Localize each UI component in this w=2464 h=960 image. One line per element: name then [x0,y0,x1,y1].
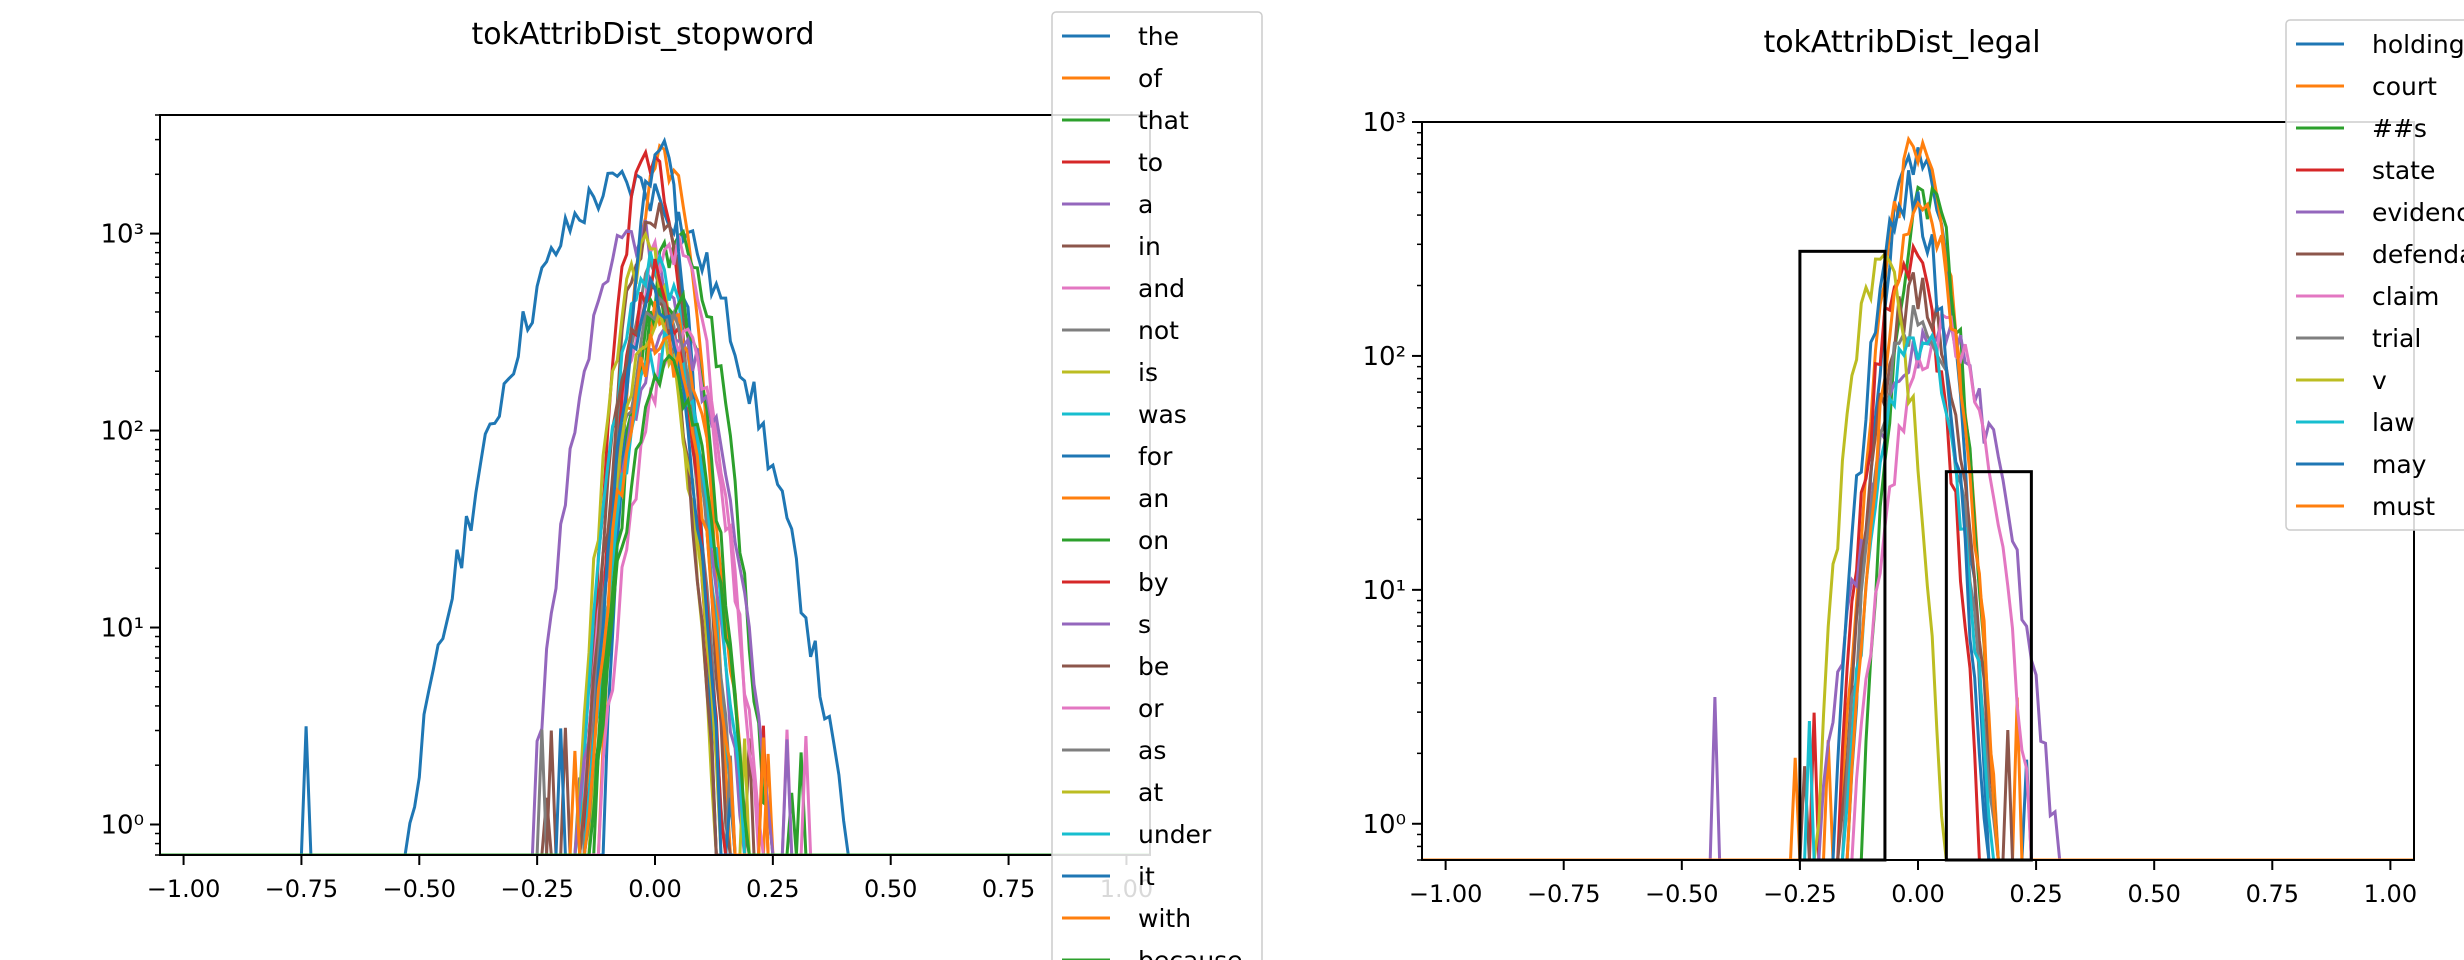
series-line-claim [1422,311,2414,860]
series-line-must [1422,200,2414,860]
legend-label: state [2372,156,2435,185]
chart-title: tokAttribDist_stopword [471,17,814,52]
x-tick-label: −0.75 [265,875,339,903]
legend-label: to [1138,148,1163,177]
legend-label: not [1138,316,1179,345]
y-tick-label: 10² [100,417,144,447]
series-line-the [160,168,1150,855]
legend-label: and [1138,274,1185,303]
series-line-trial [1422,304,2414,860]
x-tick-label: −1.00 [147,875,221,903]
series-line-an [160,300,1150,855]
y-tick-label: 10² [1362,342,1406,372]
legend-label: it [1138,862,1155,891]
series-line-for [160,136,1150,855]
legend-label: law [2372,408,2415,437]
legend-label: be [1138,652,1169,681]
plot-area [1422,135,2414,860]
x-tick-label: 0.00 [1891,880,1944,908]
series-line-by [160,258,1150,855]
series-line-in [160,202,1150,855]
legend-label: was [1138,400,1187,429]
legend-label: by [1138,568,1169,597]
x-tick-label: 0.25 [2009,880,2062,908]
series-line-as [160,295,1150,855]
chart-stopword: tokAttribDist_stopword −1.00 −0.75 −0.50 −0… [100,11,1263,960]
series-line-state [1422,242,2414,860]
x-tick-label: 0.50 [2127,880,2180,908]
series-line-it [160,274,1150,855]
series-line-was [160,251,1150,855]
x-tick-label: 0.25 [746,875,799,903]
legend-label: v [2372,366,2387,395]
legend-label: must [2372,492,2435,521]
legend-label: at [1138,778,1163,807]
legend-label: ##s [2372,114,2427,143]
y-tick-label: 10⁰ [100,810,144,840]
legend-label: or [1138,694,1164,723]
legend-label: of [1138,64,1163,93]
series-line-because [160,353,1150,855]
legend-label: the [1138,22,1179,51]
series-line-law [1422,331,2414,860]
series-line-evidence [1422,316,2414,860]
legend-label: for [1138,442,1173,471]
plot-area [160,136,1150,855]
legend-label: may [2372,450,2427,479]
y-tick-label: 10³ [100,220,144,250]
legend-label: holding [2372,30,2464,59]
legend-label: that [1138,106,1189,135]
legend-label: defendant [2372,240,2464,269]
legend-label: under [1138,820,1212,849]
x-tick-label: −1.00 [1409,880,1483,908]
series-line-may [1422,170,2414,860]
legend-label: a [1138,190,1153,219]
legend-box [2285,19,2464,531]
legend-label: with [1138,904,1191,933]
chart-title: tokAttribDist_legal [1763,25,2040,60]
x-tick-label: 0.75 [982,875,1035,903]
series-line-defendant [1422,272,2414,860]
y-tick-label: 10³ [1362,108,1406,138]
series-line-and [160,234,1150,855]
axes-frame [1421,121,2415,861]
legend: holding court ##s state evidence defendant cla… [2285,19,2464,531]
x-tick-label: −0.75 [1527,880,1601,908]
y-tick-label: 10¹ [100,614,144,644]
legend-box [1051,11,1263,960]
legend-label: is [1138,358,1158,387]
series-line-v [1422,251,2414,860]
series-line-at [160,305,1150,855]
y-tick-label: 10⁰ [1362,810,1406,840]
legend-label: claim [2372,282,2439,311]
legend-label: because [1138,946,1243,960]
series-line-court [1422,135,2414,860]
x-tick-label: −0.50 [1645,880,1719,908]
x-tick-label: 0.50 [864,875,917,903]
chart-legal: tokAttribDist_legal −1.00 −0.75 −0.50 −0.25… [1362,19,2464,908]
series-line-holding [1422,147,2414,860]
series-line-or [160,327,1150,855]
legend-label: as [1138,736,1166,765]
series-line-with [160,333,1150,855]
legend-label: an [1138,484,1169,513]
legend-label: s [1138,610,1151,639]
legend-label: trial [2372,324,2421,353]
x-tick-label: 1.00 [2364,880,2417,908]
x-tick-label: 0.00 [628,875,681,903]
y-tick-label: 10¹ [1362,576,1406,606]
legend: the of that to a in and not is was for an on by s be or a… [1051,11,1263,960]
x-tick-label: −0.25 [1763,880,1837,908]
legend-label: on [1138,526,1169,555]
series-line-of [160,143,1150,855]
x-tick-label: −0.25 [500,875,574,903]
legend-label: court [2372,72,2437,101]
series-line-s [1422,184,2414,860]
series-line-is [160,230,1150,855]
x-tick-label: −0.50 [383,875,457,903]
x-tick-label: 0.75 [2246,880,2299,908]
legend-label: in [1138,232,1161,261]
legend-label: evidence [2372,198,2464,227]
